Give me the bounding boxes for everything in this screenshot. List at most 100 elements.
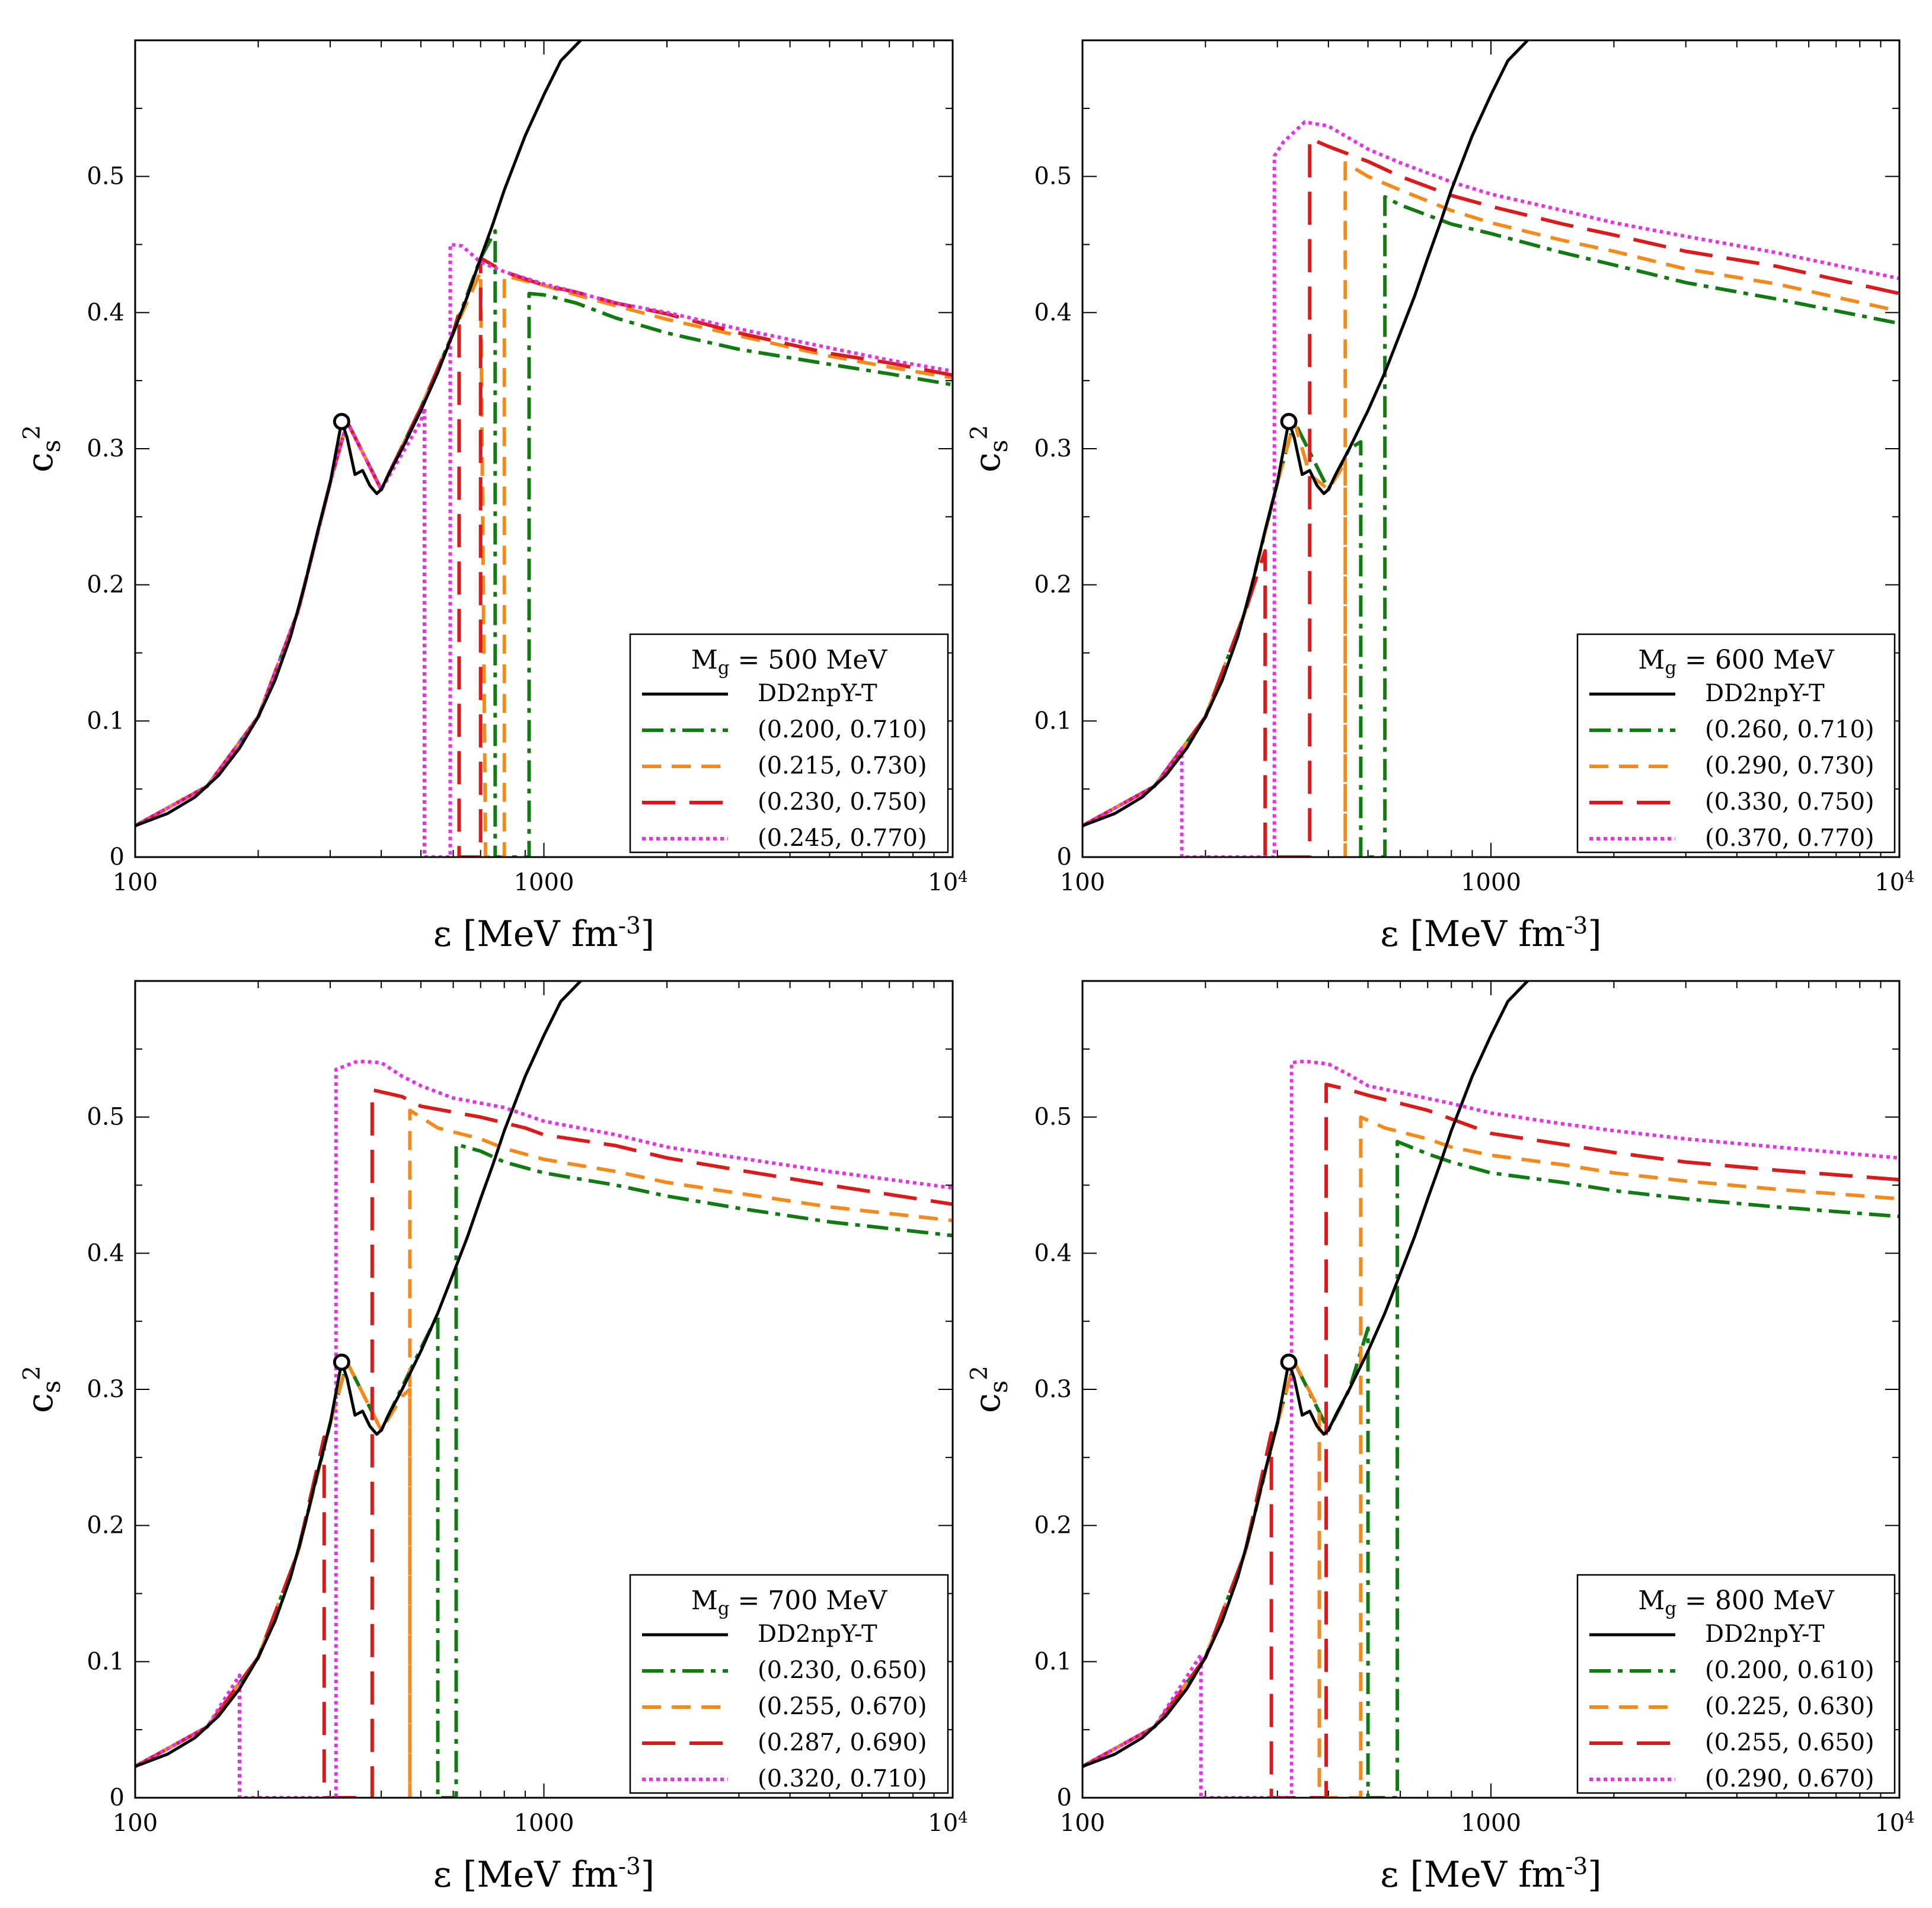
y-tick-label: 0.2 bbox=[1034, 571, 1072, 599]
x-axis-label: ε [MeV fm-3] bbox=[1380, 913, 1601, 955]
y-tick-label: 0.5 bbox=[87, 1104, 124, 1131]
y-tick-label: 0.2 bbox=[87, 571, 124, 599]
panel-2: 0 0.1 0.2 0.3 0.4 0.5 100 1000 104 ε [MeV fm-3] cs… bbox=[966, 39, 1915, 955]
legend-label-4: (0.320, 0.710) bbox=[758, 1765, 927, 1792]
legend-title: Mg = 800 MeV bbox=[1638, 1586, 1835, 1619]
x-tick-label: 104 bbox=[928, 868, 967, 896]
y-tick-label: 0.1 bbox=[87, 707, 124, 734]
plot-frame bbox=[1081, 39, 1901, 858]
y-tick-label: 0.4 bbox=[87, 1239, 124, 1267]
plot-frame bbox=[1081, 980, 1901, 1799]
y-tick-label: 0.5 bbox=[1034, 163, 1072, 190]
x-tick-label: 1000 bbox=[514, 1810, 574, 1837]
legend-label-1: (0.230, 0.650) bbox=[758, 1657, 927, 1684]
y-tick-label: 0.1 bbox=[1034, 707, 1072, 734]
y-tick-label: 0.1 bbox=[87, 1648, 124, 1675]
x-tick-label: 1000 bbox=[1461, 869, 1521, 896]
y-tick-label: 0.5 bbox=[1034, 1104, 1072, 1131]
legend-label-1: (0.260, 0.710) bbox=[1705, 716, 1874, 743]
y-tick-label: 0 bbox=[110, 1784, 124, 1811]
panel-3: 0 0.1 0.2 0.3 0.4 0.5 100 1000 104 ε [MeV fm-3] cs… bbox=[19, 980, 968, 1896]
y-tick-label: 0.3 bbox=[1034, 1376, 1072, 1403]
legend-title: Mg = 500 MeV bbox=[691, 645, 888, 679]
y-tick-label: 0.2 bbox=[87, 1512, 124, 1539]
legend-label-3: (0.230, 0.750) bbox=[758, 788, 927, 816]
plot-frame bbox=[134, 39, 954, 858]
peak-marker bbox=[1280, 1353, 1298, 1371]
legend-label-2: (0.255, 0.670) bbox=[758, 1693, 927, 1720]
y-axis-label-group: cs2 bbox=[19, 425, 66, 472]
x-tick-label: 100 bbox=[113, 869, 158, 896]
plot-area bbox=[1082, 981, 1899, 1798]
plot-area bbox=[1082, 40, 1899, 857]
series-line-0 bbox=[1082, 40, 1529, 827]
x-tick-label: 100 bbox=[1060, 1810, 1105, 1837]
legend-box bbox=[1576, 633, 1896, 854]
legend-label-2: (0.290, 0.730) bbox=[1705, 752, 1874, 779]
legend-label-0: DD2npY-T bbox=[758, 1621, 877, 1648]
y-tick-label: 0.3 bbox=[87, 435, 124, 462]
legend-box bbox=[629, 1574, 949, 1794]
legend-title: Mg = 600 MeV bbox=[1638, 645, 1835, 679]
y-tick-label: 0.2 bbox=[1034, 1512, 1072, 1539]
series-line-4 bbox=[1082, 120, 1899, 857]
x-tick-label: 104 bbox=[1874, 868, 1914, 896]
panel-1: 0 0.1 0.2 0.3 0.4 0.5 100 1000 104 ε [MeV fm-3] cs… bbox=[19, 39, 968, 955]
legend-label-3: (0.287, 0.690) bbox=[758, 1729, 927, 1756]
y-tick-label: 0 bbox=[1057, 843, 1072, 871]
panel-4: 0 0.1 0.2 0.3 0.4 0.5 100 1000 104 ε [MeV fm-3] cs… bbox=[966, 980, 1915, 1896]
legend-label-0: DD2npY-T bbox=[1705, 1621, 1825, 1648]
legend-label-2: (0.225, 0.630) bbox=[1705, 1693, 1874, 1720]
series-line-4 bbox=[135, 1059, 953, 1798]
y-tick-label: 0.4 bbox=[1034, 299, 1072, 326]
x-tick-label: 104 bbox=[928, 1809, 967, 1837]
legend-label-0: DD2npY-T bbox=[1705, 680, 1825, 707]
x-tick-label: 104 bbox=[1874, 1809, 1914, 1837]
legend-label-4: (0.245, 0.770) bbox=[758, 824, 927, 852]
legend-label-1: (0.200, 0.610) bbox=[1705, 1657, 1874, 1684]
x-axis-label: ε [MeV fm-3] bbox=[1380, 1853, 1601, 1896]
series-line-3 bbox=[1082, 1082, 1899, 1798]
peak-marker bbox=[333, 1353, 350, 1371]
y-tick-label: 0.1 bbox=[1034, 1648, 1072, 1675]
y-tick-label: 0 bbox=[1057, 1784, 1072, 1811]
legend-label-2: (0.215, 0.730) bbox=[758, 752, 927, 779]
legend-label-4: (0.290, 0.670) bbox=[1705, 1765, 1874, 1792]
y-tick-label: 0 bbox=[110, 843, 124, 871]
y-axis-label: cs2 bbox=[19, 1366, 66, 1413]
y-tick-label: 0.3 bbox=[1034, 435, 1072, 462]
series-line-0 bbox=[1082, 981, 1529, 1768]
series-line-4 bbox=[1082, 1059, 1899, 1798]
y-axis-label-group: cs2 bbox=[966, 425, 1013, 472]
y-axis-label: cs2 bbox=[966, 1366, 1013, 1413]
y-axis-label: cs2 bbox=[19, 425, 66, 472]
y-tick-label: 0.4 bbox=[87, 299, 124, 326]
y-axis-label: cs2 bbox=[966, 425, 1013, 472]
legend-label-0: DD2npY-T bbox=[758, 680, 877, 707]
series-line-0 bbox=[135, 40, 582, 827]
legend-label-4: (0.370, 0.770) bbox=[1705, 824, 1874, 852]
y-axis-label-group: cs2 bbox=[19, 1366, 66, 1413]
series-line-0 bbox=[135, 981, 582, 1768]
plot-area bbox=[135, 40, 953, 857]
legend-box bbox=[629, 633, 949, 854]
peak-marker bbox=[1280, 413, 1298, 430]
x-axis-label: ε [MeV fm-3] bbox=[433, 913, 654, 955]
peak-marker bbox=[333, 413, 350, 430]
legend-label-3: (0.255, 0.650) bbox=[1705, 1729, 1874, 1756]
y-tick-label: 0.5 bbox=[87, 163, 124, 190]
plot-frame bbox=[134, 980, 954, 1799]
y-tick-label: 0.3 bbox=[87, 1376, 124, 1403]
legend-title: Mg = 700 MeV bbox=[691, 1586, 888, 1619]
x-axis-label: ε [MeV fm-3] bbox=[433, 1853, 654, 1896]
legend-label-3: (0.330, 0.750) bbox=[1705, 788, 1874, 816]
x-tick-label: 1000 bbox=[1461, 1810, 1521, 1837]
series-line-3 bbox=[1082, 136, 1899, 857]
x-tick-label: 100 bbox=[1060, 869, 1105, 896]
legend-box bbox=[1576, 1574, 1896, 1794]
